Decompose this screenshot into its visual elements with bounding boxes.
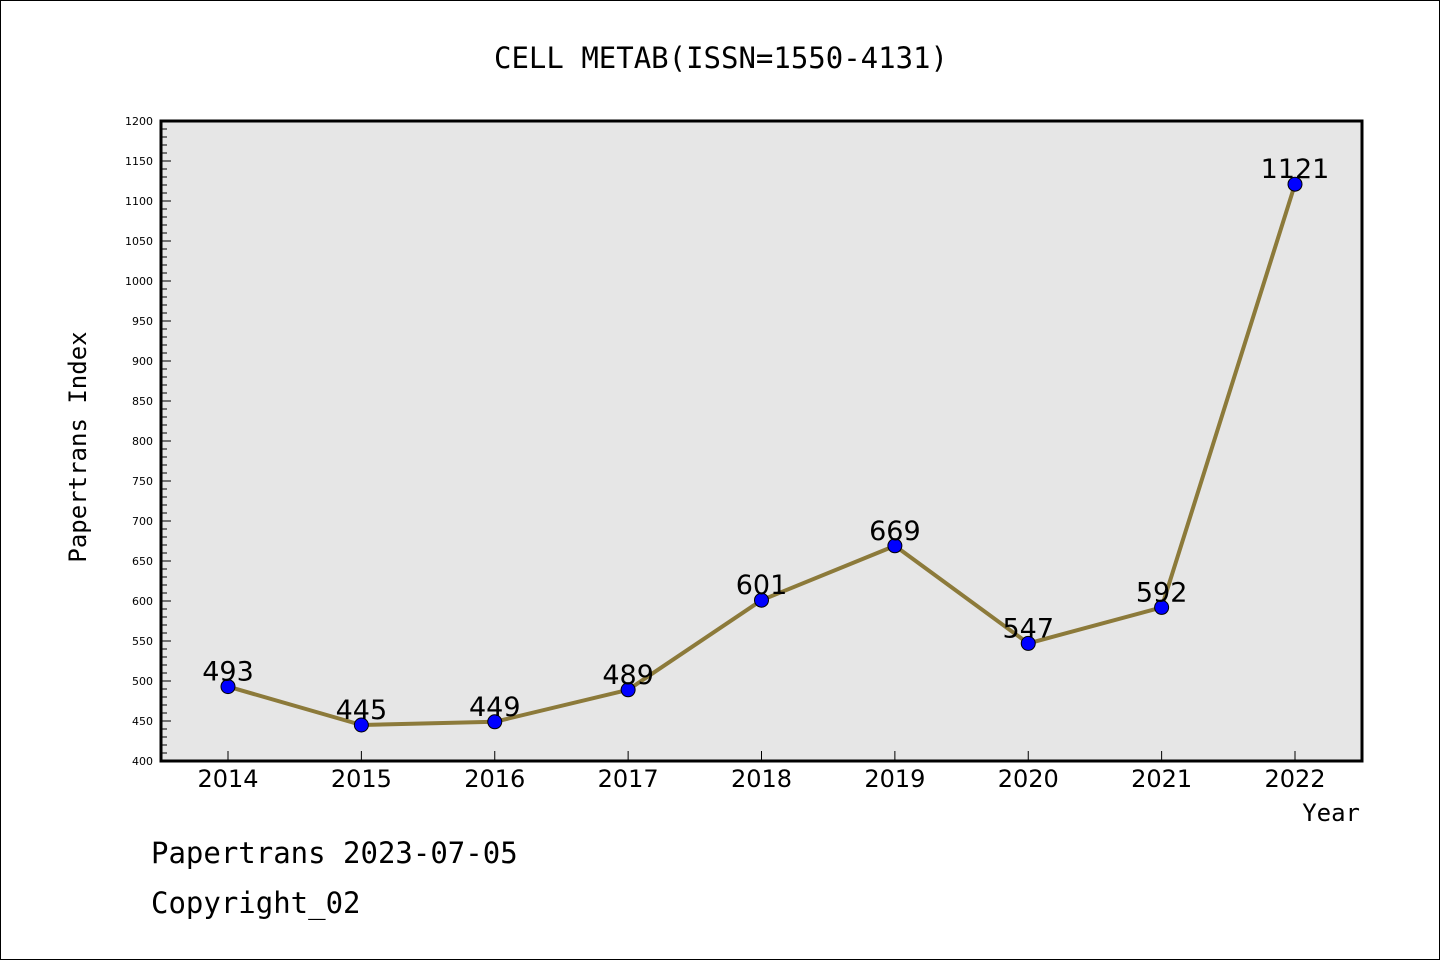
data-point	[887, 538, 903, 554]
y-axis-label: Papertrans Index	[64, 331, 92, 562]
y-tick-label: 750	[132, 475, 153, 488]
y-tick-label: 900	[132, 355, 153, 368]
x-tick-label: 2014	[197, 765, 258, 793]
x-axis-label: Year	[1302, 799, 1360, 827]
data-point	[220, 679, 236, 695]
footer-date: Papertrans 2023-07-05	[151, 836, 518, 870]
data-labels: 493 445 449 489 601 669 547 592 1121	[202, 154, 1329, 726]
data-label: 669	[869, 516, 921, 547]
x-tick-label: 2018	[731, 765, 792, 793]
y-axis: 400 450 500 550 600 650 700 750 800 850 900 950 1000…	[125, 115, 171, 768]
y-tick-label: 550	[132, 635, 153, 648]
y-tick-label: 1050	[125, 235, 153, 248]
y-tick-label: 450	[132, 715, 153, 728]
y-tick-label: 1200	[125, 115, 153, 128]
data-label: 489	[602, 660, 654, 691]
x-tick-label: 2016	[464, 765, 525, 793]
data-label: 445	[336, 695, 388, 726]
y-tick-label: 850	[132, 395, 153, 408]
x-tick-label: 2017	[598, 765, 659, 793]
data-point	[754, 592, 769, 608]
y-tick-label: 800	[132, 435, 153, 448]
y-tick-label: 1000	[125, 275, 153, 288]
y-tick-label: 1100	[125, 195, 153, 208]
y-tick-label: 1150	[125, 155, 153, 168]
series-layer	[220, 176, 1303, 733]
data-point	[1020, 635, 1036, 651]
data-point	[620, 682, 636, 698]
y-tick-label: 400	[132, 755, 153, 768]
data-label: 493	[202, 657, 254, 688]
data-point	[1287, 176, 1303, 192]
y-tick-label: 600	[132, 595, 153, 608]
y-tick-label: 500	[132, 675, 153, 688]
data-label: 592	[1136, 577, 1188, 608]
data-label: 1121	[1261, 154, 1330, 185]
footer-copyright: Copyright_02	[151, 886, 361, 920]
x-tick-label: 2021	[1131, 765, 1192, 793]
data-label: 547	[1002, 613, 1054, 644]
x-axis: 2014 2015 2016 2017 2018 2019 2020 2021 2022	[197, 751, 1326, 793]
y-tick-label: 700	[132, 515, 153, 528]
data-point	[353, 717, 369, 733]
y-tick-label: 650	[132, 555, 153, 568]
x-tick-label: 2019	[864, 765, 925, 793]
x-tick-label: 2022	[1264, 765, 1325, 793]
y-tick-label: 950	[132, 315, 153, 328]
plot-area	[159, 119, 1364, 763]
x-tick-label: 2020	[998, 765, 1059, 793]
chart-title: CELL METAB(ISSN=1550-4131)	[494, 41, 948, 75]
data-point	[487, 714, 503, 730]
data-label: 601	[736, 570, 788, 601]
x-tick-label: 2015	[331, 765, 392, 793]
data-point	[1154, 599, 1170, 615]
data-label: 449	[469, 692, 521, 723]
